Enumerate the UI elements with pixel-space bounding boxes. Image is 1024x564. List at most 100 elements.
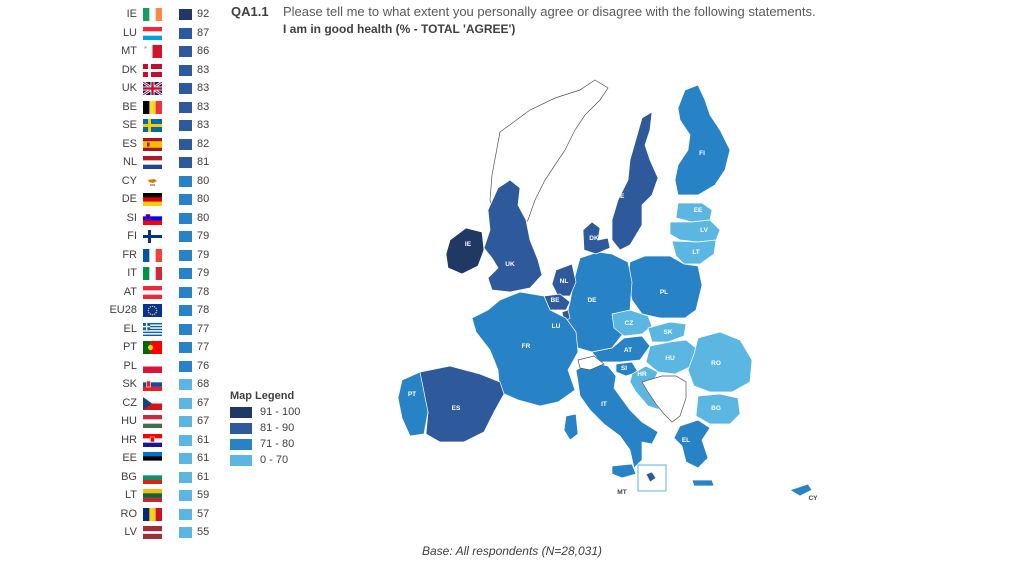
value-color-swatch [179, 175, 192, 187]
value-color-swatch [179, 471, 192, 483]
country-row: IT 79 [104, 265, 224, 282]
country-value: 92 [197, 8, 210, 20]
map-label-at: AT [624, 347, 632, 354]
value-color-swatch [179, 231, 192, 242]
country-shape-lv [669, 219, 721, 243]
country-shape-balk [641, 375, 687, 423]
country-shape-bg [695, 393, 741, 425]
country-code: FI [127, 230, 137, 242]
value-color-swatch [179, 27, 192, 39]
map-label-dk: DK [589, 235, 599, 242]
value-color-swatch [179, 212, 192, 224]
map-label-ee: EE [694, 207, 703, 214]
value-color-swatch [179, 416, 192, 427]
country-shape-el [673, 419, 711, 469]
lt-flag-icon [143, 489, 162, 502]
country-code: EL [123, 322, 137, 335]
country-row: LU 87 [104, 25, 224, 42]
country-row: SI 80 [104, 210, 224, 227]
value-color-swatch [179, 397, 192, 409]
country-row: SE 83 [104, 117, 224, 134]
country-shape-sk [647, 321, 687, 343]
pl-flag-icon [143, 359, 162, 373]
country-shape-mt [645, 471, 657, 483]
country-shape-fi [674, 84, 731, 196]
de-flag-icon [143, 193, 162, 206]
map-label-bg: BG [711, 405, 721, 412]
country-row: MT 86 [104, 43, 224, 60]
map-label-ie: IE [465, 241, 472, 248]
question-text: Please tell me to what extent you person… [283, 4, 816, 19]
country-value: 77 [197, 322, 210, 335]
map-label-se: SE [616, 193, 625, 200]
legend-swatch [230, 439, 252, 450]
country-value: 83 [197, 100, 210, 113]
country-shape-lt [671, 239, 717, 265]
hr-flag-icon [143, 433, 162, 447]
country-code: IT [127, 267, 137, 279]
country-value: 80 [197, 193, 210, 205]
country-shape-pl [627, 255, 703, 319]
legend-label: 71 - 80 [260, 438, 295, 450]
map-label-hu: HU [665, 355, 675, 362]
value-color-swatch [179, 323, 192, 335]
map-label-pl: PL [660, 289, 668, 296]
eu28-flag-icon [143, 304, 162, 317]
country-row: IE 92 [104, 6, 224, 23]
country-code: CZ [122, 396, 137, 409]
map-label-ro: RO [711, 360, 721, 367]
country-value: 67 [197, 396, 210, 409]
country-row: LV 55 [104, 524, 224, 541]
map-label-fi: FI [699, 150, 705, 157]
europe-map: SE FI EE LV LT PL DE DK NL BE LU UK IE FR CZ SK AT HU SI HR… [397, 79, 818, 502]
it-flag-icon [143, 267, 162, 280]
lv-flag-icon [143, 526, 162, 539]
es-flag-icon [143, 137, 162, 151]
country-row: PL 76 [104, 358, 224, 375]
nl-flag-icon [143, 156, 162, 169]
country-code: CY [121, 174, 137, 187]
base-note: Base: All respondents (N=28,031) [422, 544, 602, 558]
sk-flag-icon [143, 378, 162, 391]
country-value: 55 [197, 526, 210, 538]
legend-item: 91 - 100 [230, 406, 350, 420]
country-code: UK [121, 82, 137, 94]
map-label-es: ES [452, 405, 461, 412]
country-value: 59 [197, 489, 210, 501]
fr-flag-icon [143, 248, 162, 262]
map-label-it: IT [601, 401, 607, 408]
legend-swatch [230, 407, 252, 418]
country-row: EU28 78 [104, 302, 224, 319]
country-value: 83 [197, 82, 210, 94]
question-id: QA1.1 [231, 4, 269, 19]
value-color-swatch [179, 286, 192, 298]
country-value: 79 [197, 230, 210, 242]
country-code: LV [124, 526, 137, 538]
country-row: FI 79 [104, 228, 224, 245]
country-code: BE [122, 100, 137, 113]
si-flag-icon [143, 211, 162, 225]
legend-swatch [230, 455, 252, 466]
value-color-swatch [179, 490, 192, 501]
value-color-swatch [179, 268, 192, 279]
country-code: NL [122, 156, 137, 168]
map-label-nl: NL [560, 278, 569, 285]
map-label-de: DE [587, 297, 597, 304]
country-row: ES 82 [104, 136, 224, 153]
country-row: DE 80 [104, 191, 224, 208]
country-shape-pt [397, 371, 429, 437]
country-code: PT [122, 341, 137, 353]
map-label-sk: SK [663, 329, 672, 336]
country-row: CZ 67 [104, 395, 224, 412]
country-value: 79 [197, 267, 210, 279]
country-shape-cy [789, 483, 813, 497]
country-row: CY 80 [104, 173, 224, 190]
el-flag-icon [143, 322, 162, 336]
be-flag-icon [143, 100, 162, 114]
country-value: 61 [197, 470, 210, 483]
map-legend: Map Legend 91 - 100 81 - 90 71 - 80 0 - 70 [230, 390, 300, 466]
country-shape-it [575, 361, 659, 469]
country-code: ES [122, 137, 137, 150]
country-row: HR 61 [104, 432, 224, 449]
country-shape-ie [445, 227, 485, 275]
